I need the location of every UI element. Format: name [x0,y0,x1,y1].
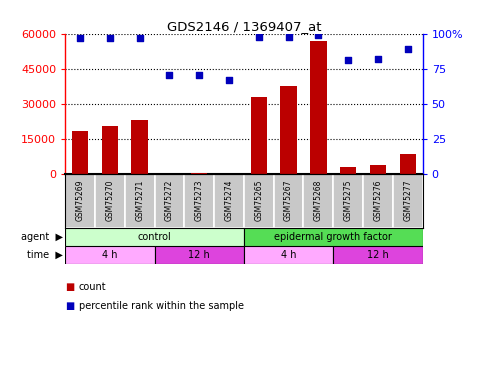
Bar [125,174,155,228]
Bar [185,174,214,228]
Text: GSM75267: GSM75267 [284,179,293,221]
Text: GSM75274: GSM75274 [225,179,233,221]
Bar [333,246,423,264]
Bar [303,174,333,228]
Bar [72,131,88,174]
Bar [274,174,303,228]
Point [195,72,203,78]
Bar [363,174,393,228]
Text: GSM75268: GSM75268 [314,179,323,221]
Point [76,35,84,41]
Bar [131,120,148,174]
Bar [340,167,356,174]
Point [106,35,114,41]
Text: 4 h: 4 h [281,250,297,260]
Bar [65,228,244,246]
Bar [399,154,416,174]
Text: 4 h: 4 h [102,250,118,260]
Bar [191,173,207,174]
Bar [65,174,95,228]
Text: percentile rank within the sample: percentile rank within the sample [79,301,244,310]
Point [314,32,322,38]
Text: epidermal growth factor: epidermal growth factor [274,232,392,242]
Bar [244,246,333,264]
Text: count: count [79,282,106,292]
Point [136,35,143,41]
Text: control: control [138,232,171,242]
Text: GSM75265: GSM75265 [255,179,263,221]
Text: agent  ▶: agent ▶ [21,232,63,242]
Text: GSM75276: GSM75276 [373,179,383,221]
Point [404,46,412,52]
Text: GSM75272: GSM75272 [165,179,174,221]
Text: GSM75271: GSM75271 [135,179,144,221]
Title: GDS2146 / 1369407_at: GDS2146 / 1369407_at [167,20,321,33]
Bar [155,174,185,228]
Bar [65,246,155,264]
Bar [155,246,244,264]
Bar [251,97,267,174]
Bar [244,228,423,246]
Bar [244,174,274,228]
Text: GSM75275: GSM75275 [344,179,353,221]
Bar [281,87,297,174]
Point [166,72,173,78]
Text: time  ▶: time ▶ [27,250,63,260]
Text: GSM75277: GSM75277 [403,179,412,221]
Bar [95,174,125,228]
Text: GSM75269: GSM75269 [76,179,85,221]
Bar [214,174,244,228]
Bar [310,41,327,174]
Text: ■: ■ [65,282,74,292]
Bar [102,126,118,174]
Text: GSM75270: GSM75270 [105,179,114,221]
Bar [333,174,363,228]
Point [285,34,293,40]
Text: 12 h: 12 h [367,250,389,260]
Bar [393,174,423,228]
Point [255,34,263,40]
Point [225,77,233,83]
Point [344,57,352,63]
Text: GSM75273: GSM75273 [195,179,204,221]
Text: 12 h: 12 h [188,250,210,260]
Point [374,56,382,62]
Bar [370,165,386,174]
Text: ■: ■ [65,301,74,310]
